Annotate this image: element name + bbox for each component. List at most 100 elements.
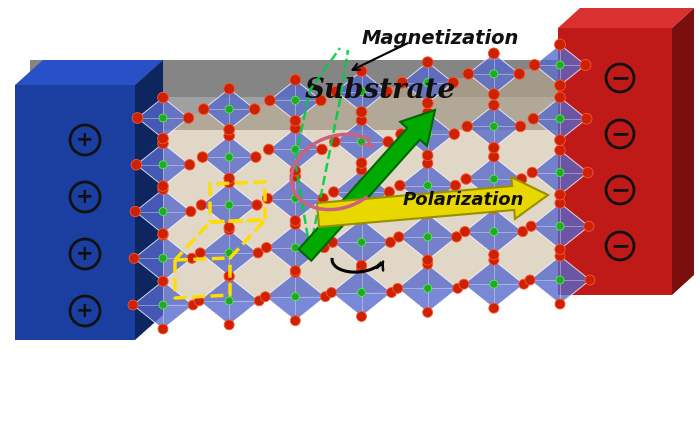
Polygon shape [270,80,321,121]
Polygon shape [30,97,688,130]
Circle shape [260,292,270,302]
Circle shape [356,66,367,76]
Circle shape [158,181,168,191]
Circle shape [448,77,458,88]
Circle shape [358,288,365,296]
Circle shape [251,152,261,162]
Circle shape [183,113,194,123]
Circle shape [358,138,365,146]
Circle shape [556,222,564,230]
Polygon shape [134,235,192,281]
Text: +: + [76,130,94,150]
Circle shape [424,284,432,292]
Circle shape [316,95,326,106]
Circle shape [554,80,566,91]
Polygon shape [672,8,694,295]
Circle shape [290,171,300,181]
Polygon shape [137,97,188,139]
Circle shape [356,164,367,175]
Circle shape [291,293,300,301]
Circle shape [358,188,365,196]
Circle shape [356,209,367,219]
Circle shape [225,201,233,209]
Polygon shape [402,62,453,103]
Circle shape [263,144,274,155]
Circle shape [194,296,204,306]
Circle shape [489,303,499,313]
Circle shape [424,79,432,87]
Circle shape [555,244,565,254]
Circle shape [489,249,499,260]
Circle shape [385,237,396,247]
Text: −: − [610,122,630,146]
Circle shape [158,92,169,103]
Circle shape [422,202,433,213]
Circle shape [461,174,471,184]
Polygon shape [336,71,387,112]
Circle shape [489,48,499,59]
Circle shape [328,187,339,197]
Circle shape [555,299,565,309]
Circle shape [517,174,527,184]
Circle shape [290,266,300,276]
Circle shape [253,248,263,258]
Circle shape [131,160,141,170]
Circle shape [196,200,206,210]
Polygon shape [466,157,522,201]
Polygon shape [335,120,388,163]
Circle shape [265,95,275,106]
Circle shape [554,190,566,200]
Circle shape [356,264,367,274]
FancyArrow shape [317,177,548,227]
Circle shape [582,167,593,178]
Circle shape [424,130,432,138]
Polygon shape [15,85,135,340]
Circle shape [581,114,592,124]
Circle shape [463,68,474,79]
Circle shape [158,138,168,149]
Circle shape [254,296,264,306]
Circle shape [132,113,143,123]
Circle shape [290,165,300,176]
Polygon shape [400,163,456,208]
Circle shape [224,320,234,330]
Text: Polarization: Polarization [402,191,524,209]
Circle shape [529,59,540,71]
Circle shape [321,292,330,302]
FancyArrow shape [299,110,435,261]
Circle shape [393,283,402,293]
Circle shape [290,75,301,85]
Circle shape [424,233,432,241]
Circle shape [450,180,461,191]
Circle shape [159,161,167,169]
Circle shape [195,248,205,258]
Circle shape [159,301,167,309]
Polygon shape [332,269,391,316]
Circle shape [386,287,396,298]
Circle shape [158,133,169,144]
Circle shape [580,59,591,71]
Circle shape [452,232,461,242]
Circle shape [224,177,234,188]
Polygon shape [467,105,521,148]
Polygon shape [265,273,326,320]
Circle shape [422,97,433,109]
Circle shape [158,228,168,239]
Circle shape [225,249,233,257]
Circle shape [290,215,300,226]
Circle shape [316,144,328,155]
Polygon shape [532,150,588,195]
Circle shape [158,276,168,286]
Circle shape [489,100,499,110]
Text: −: − [610,178,630,202]
Circle shape [556,169,564,177]
Circle shape [585,275,595,285]
Polygon shape [15,60,163,85]
Circle shape [489,89,499,100]
Polygon shape [267,176,323,221]
Polygon shape [650,27,688,130]
Text: −: − [610,234,630,258]
Polygon shape [135,60,163,340]
Circle shape [556,276,564,284]
Polygon shape [533,97,587,140]
